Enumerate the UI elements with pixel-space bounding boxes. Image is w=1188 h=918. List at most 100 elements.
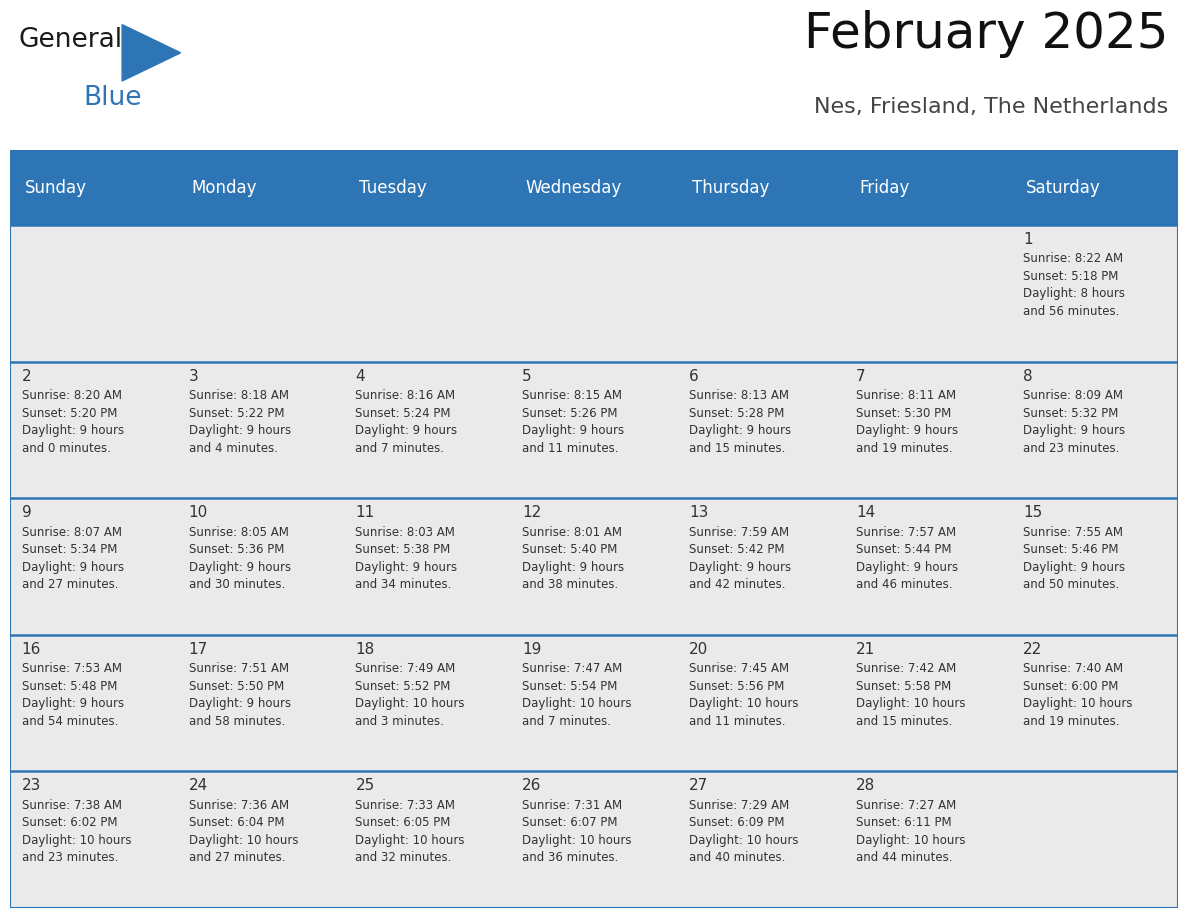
Bar <box>511 771 677 908</box>
Bar <box>1011 362 1178 498</box>
Bar <box>845 635 1011 771</box>
Text: 20: 20 <box>689 642 708 656</box>
Bar <box>845 362 1011 498</box>
Bar <box>10 362 177 498</box>
Text: Saturday: Saturday <box>1026 179 1101 196</box>
Bar <box>177 771 343 908</box>
Text: Sunrise: 7:33 AM
Sunset: 6:05 PM
Daylight: 10 hours
and 32 minutes.: Sunrise: 7:33 AM Sunset: 6:05 PM Dayligh… <box>355 799 465 864</box>
Bar <box>511 635 677 771</box>
Text: 2: 2 <box>21 368 31 384</box>
Bar <box>677 362 845 498</box>
Bar <box>343 498 511 635</box>
Text: Sunrise: 8:15 AM
Sunset: 5:26 PM
Daylight: 9 hours
and 11 minutes.: Sunrise: 8:15 AM Sunset: 5:26 PM Dayligh… <box>523 389 625 454</box>
Text: Sunrise: 8:05 AM
Sunset: 5:36 PM
Daylight: 9 hours
and 30 minutes.: Sunrise: 8:05 AM Sunset: 5:36 PM Dayligh… <box>189 526 291 591</box>
Bar <box>10 771 177 908</box>
Text: 7: 7 <box>857 368 866 384</box>
Bar <box>343 225 511 362</box>
Text: 21: 21 <box>857 642 876 656</box>
Bar <box>10 225 177 362</box>
Text: Wednesday: Wednesday <box>525 179 621 196</box>
Bar <box>677 635 845 771</box>
Text: Sunrise: 7:27 AM
Sunset: 6:11 PM
Daylight: 10 hours
and 44 minutes.: Sunrise: 7:27 AM Sunset: 6:11 PM Dayligh… <box>857 799 966 864</box>
Bar <box>511 150 677 225</box>
Text: 25: 25 <box>355 778 374 793</box>
Bar <box>511 362 677 498</box>
Text: 26: 26 <box>523 778 542 793</box>
Text: 12: 12 <box>523 505 542 521</box>
Text: 4: 4 <box>355 368 365 384</box>
Text: 1: 1 <box>1023 232 1032 247</box>
Bar <box>1011 771 1178 908</box>
Bar <box>343 362 511 498</box>
Text: Sunrise: 8:01 AM
Sunset: 5:40 PM
Daylight: 9 hours
and 38 minutes.: Sunrise: 8:01 AM Sunset: 5:40 PM Dayligh… <box>523 526 625 591</box>
Text: 24: 24 <box>189 778 208 793</box>
Text: Sunday: Sunday <box>25 179 87 196</box>
Polygon shape <box>122 25 181 81</box>
Text: 28: 28 <box>857 778 876 793</box>
Bar <box>1011 150 1178 225</box>
Text: Sunrise: 8:09 AM
Sunset: 5:32 PM
Daylight: 9 hours
and 23 minutes.: Sunrise: 8:09 AM Sunset: 5:32 PM Dayligh… <box>1023 389 1125 454</box>
Text: Sunrise: 8:07 AM
Sunset: 5:34 PM
Daylight: 9 hours
and 27 minutes.: Sunrise: 8:07 AM Sunset: 5:34 PM Dayligh… <box>21 526 124 591</box>
Bar <box>343 771 511 908</box>
Text: 23: 23 <box>21 778 42 793</box>
Text: Blue: Blue <box>83 84 141 110</box>
Bar <box>845 150 1011 225</box>
Bar <box>845 498 1011 635</box>
Bar <box>677 498 845 635</box>
Bar <box>511 498 677 635</box>
Text: Sunrise: 7:59 AM
Sunset: 5:42 PM
Daylight: 9 hours
and 42 minutes.: Sunrise: 7:59 AM Sunset: 5:42 PM Dayligh… <box>689 526 791 591</box>
Bar <box>677 225 845 362</box>
Text: 16: 16 <box>21 642 42 656</box>
Bar <box>177 225 343 362</box>
Text: Sunrise: 7:51 AM
Sunset: 5:50 PM
Daylight: 9 hours
and 58 minutes.: Sunrise: 7:51 AM Sunset: 5:50 PM Dayligh… <box>189 662 291 728</box>
Text: Sunrise: 7:38 AM
Sunset: 6:02 PM
Daylight: 10 hours
and 23 minutes.: Sunrise: 7:38 AM Sunset: 6:02 PM Dayligh… <box>21 799 131 864</box>
Text: Sunrise: 8:03 AM
Sunset: 5:38 PM
Daylight: 9 hours
and 34 minutes.: Sunrise: 8:03 AM Sunset: 5:38 PM Dayligh… <box>355 526 457 591</box>
Text: Sunrise: 7:57 AM
Sunset: 5:44 PM
Daylight: 9 hours
and 46 minutes.: Sunrise: 7:57 AM Sunset: 5:44 PM Dayligh… <box>857 526 958 591</box>
Bar <box>177 362 343 498</box>
Text: Sunrise: 7:31 AM
Sunset: 6:07 PM
Daylight: 10 hours
and 36 minutes.: Sunrise: 7:31 AM Sunset: 6:07 PM Dayligh… <box>523 799 632 864</box>
Text: Monday: Monday <box>192 179 258 196</box>
Bar <box>177 498 343 635</box>
Text: General: General <box>19 28 122 53</box>
Text: Nes, Friesland, The Netherlands: Nes, Friesland, The Netherlands <box>814 96 1168 117</box>
Text: Sunrise: 8:18 AM
Sunset: 5:22 PM
Daylight: 9 hours
and 4 minutes.: Sunrise: 8:18 AM Sunset: 5:22 PM Dayligh… <box>189 389 291 454</box>
Text: 17: 17 <box>189 642 208 656</box>
Text: 18: 18 <box>355 642 374 656</box>
Text: Thursday: Thursday <box>693 179 770 196</box>
Text: 9: 9 <box>21 505 31 521</box>
Text: Sunrise: 7:42 AM
Sunset: 5:58 PM
Daylight: 10 hours
and 15 minutes.: Sunrise: 7:42 AM Sunset: 5:58 PM Dayligh… <box>857 662 966 728</box>
Text: 14: 14 <box>857 505 876 521</box>
Text: Sunrise: 7:49 AM
Sunset: 5:52 PM
Daylight: 10 hours
and 3 minutes.: Sunrise: 7:49 AM Sunset: 5:52 PM Dayligh… <box>355 662 465 728</box>
Text: Sunrise: 7:47 AM
Sunset: 5:54 PM
Daylight: 10 hours
and 7 minutes.: Sunrise: 7:47 AM Sunset: 5:54 PM Dayligh… <box>523 662 632 728</box>
Text: Sunrise: 7:45 AM
Sunset: 5:56 PM
Daylight: 10 hours
and 11 minutes.: Sunrise: 7:45 AM Sunset: 5:56 PM Dayligh… <box>689 662 798 728</box>
Text: 22: 22 <box>1023 642 1042 656</box>
Bar <box>10 498 177 635</box>
Bar <box>677 771 845 908</box>
Bar <box>845 225 1011 362</box>
Bar <box>845 771 1011 908</box>
Bar <box>677 150 845 225</box>
Bar <box>177 150 343 225</box>
Text: Sunrise: 7:36 AM
Sunset: 6:04 PM
Daylight: 10 hours
and 27 minutes.: Sunrise: 7:36 AM Sunset: 6:04 PM Dayligh… <box>189 799 298 864</box>
Text: 6: 6 <box>689 368 699 384</box>
Bar <box>10 150 177 225</box>
Text: 27: 27 <box>689 778 708 793</box>
Text: 3: 3 <box>189 368 198 384</box>
Text: 15: 15 <box>1023 505 1042 521</box>
Text: Sunrise: 8:11 AM
Sunset: 5:30 PM
Daylight: 9 hours
and 19 minutes.: Sunrise: 8:11 AM Sunset: 5:30 PM Dayligh… <box>857 389 958 454</box>
Bar <box>1011 498 1178 635</box>
Text: February 2025: February 2025 <box>803 10 1168 58</box>
Text: Sunrise: 8:16 AM
Sunset: 5:24 PM
Daylight: 9 hours
and 7 minutes.: Sunrise: 8:16 AM Sunset: 5:24 PM Dayligh… <box>355 389 457 454</box>
Text: Sunrise: 7:29 AM
Sunset: 6:09 PM
Daylight: 10 hours
and 40 minutes.: Sunrise: 7:29 AM Sunset: 6:09 PM Dayligh… <box>689 799 798 864</box>
Bar <box>177 635 343 771</box>
Bar <box>10 635 177 771</box>
Text: Sunrise: 8:13 AM
Sunset: 5:28 PM
Daylight: 9 hours
and 15 minutes.: Sunrise: 8:13 AM Sunset: 5:28 PM Dayligh… <box>689 389 791 454</box>
Text: 19: 19 <box>523 642 542 656</box>
Text: 11: 11 <box>355 505 374 521</box>
Text: 10: 10 <box>189 505 208 521</box>
Text: Sunrise: 7:53 AM
Sunset: 5:48 PM
Daylight: 9 hours
and 54 minutes.: Sunrise: 7:53 AM Sunset: 5:48 PM Dayligh… <box>21 662 124 728</box>
Text: Sunrise: 7:40 AM
Sunset: 6:00 PM
Daylight: 10 hours
and 19 minutes.: Sunrise: 7:40 AM Sunset: 6:00 PM Dayligh… <box>1023 662 1132 728</box>
Bar <box>1011 635 1178 771</box>
Text: 5: 5 <box>523 368 532 384</box>
Bar <box>511 225 677 362</box>
